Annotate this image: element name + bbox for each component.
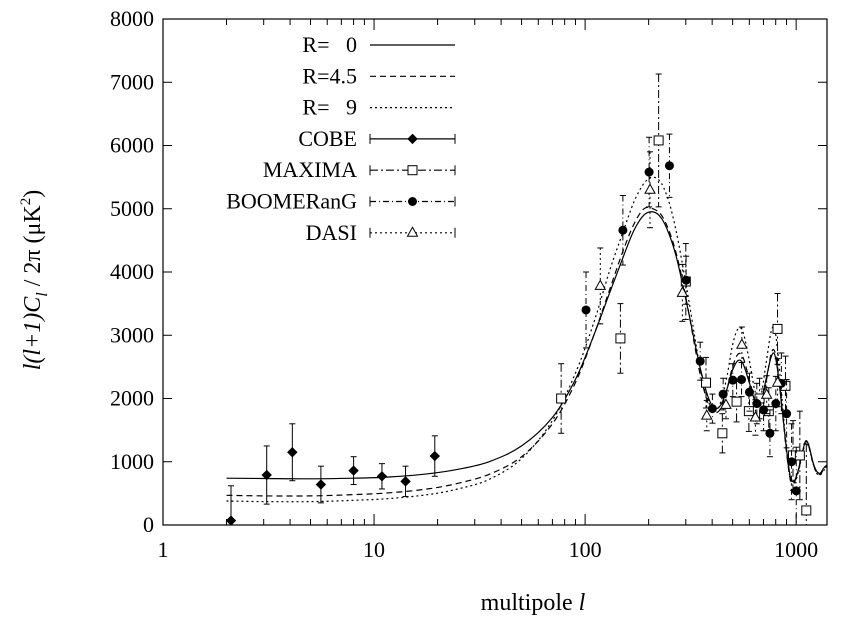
x-axis-title: multipole l (481, 590, 586, 616)
data-point-boomerang (682, 276, 691, 285)
legend-label: R= 9 (302, 95, 357, 120)
data-point-maxima (557, 394, 566, 403)
data-point-boomerang (645, 168, 654, 177)
y-tick-label: 2000 (110, 386, 154, 411)
data-point-boomerang (745, 388, 754, 397)
data-point-cobe (288, 448, 297, 457)
data-point-maxima (616, 334, 625, 343)
legend-label: R=4.5 (302, 63, 357, 88)
x-tick-label: 10 (363, 537, 385, 562)
y-tick-label: 0 (143, 512, 154, 537)
data-point-cobe (430, 452, 439, 461)
data-point-boomerang (737, 375, 746, 384)
legend: R= 0 R=4.5 R= 9 COBE MAXIMA BOOMERanG DASI (226, 32, 455, 245)
y-tick-label: 3000 (110, 322, 154, 347)
y-tick-label: 5000 (110, 196, 154, 221)
data-point-maxima (702, 378, 711, 387)
data-point-maxima (773, 324, 782, 333)
y-tick-label: 7000 (110, 69, 154, 94)
legend-label: BOOMERanG (226, 189, 357, 214)
model-curve-0 (227, 212, 828, 482)
legend-marker (408, 197, 417, 206)
data-point-boomerang (752, 399, 761, 408)
x-tick-label: 1000 (774, 537, 818, 562)
y-tick-label: 6000 (110, 133, 154, 158)
legend-marker (408, 227, 418, 236)
legend-label: MAXIMA (263, 157, 357, 182)
data-point-cobe (349, 466, 358, 475)
plot-frame-layer: 0 1000 2000 3000 4000 5000 6000 7000 8000 1 10 100 1… (110, 6, 827, 562)
data-point-dasi (737, 339, 747, 348)
x-tick-label: 100 (569, 537, 602, 562)
data-point-boomerang (728, 376, 737, 385)
y-tick-label: 1000 (110, 449, 154, 474)
y-axis-title: l(l+1)Cl / 2π (μK2) (18, 190, 51, 370)
data-point-cobe (227, 516, 236, 525)
x-tick-label: 1 (158, 537, 169, 562)
legend-label: R= 0 (302, 32, 357, 57)
legend-label: COBE (298, 126, 357, 151)
data-point-cobe (316, 480, 325, 489)
data-point-boomerang (787, 457, 796, 466)
data-point-cobe (401, 477, 410, 486)
data-point-boomerang (696, 357, 705, 366)
data-point-boomerang (582, 305, 591, 314)
legend-marker (408, 134, 417, 143)
y-tick-label: 4000 (110, 259, 154, 284)
legend-marker (408, 166, 417, 175)
data-point-maxima (732, 397, 741, 406)
data-point-maxima (654, 136, 663, 145)
data-point-maxima (718, 429, 727, 438)
data-point-dasi (595, 280, 605, 289)
data-point-boomerang (618, 226, 627, 235)
data-point-maxima (802, 506, 811, 515)
legend-label: DASI (306, 220, 357, 245)
data-point-boomerang (792, 486, 801, 495)
data-point-dasi (645, 184, 655, 193)
plot-frame (163, 19, 827, 525)
data-point-boomerang (765, 429, 774, 438)
y-tick-label: 8000 (110, 6, 154, 31)
data-point-cobe (377, 472, 386, 481)
data-point-boomerang (665, 161, 674, 170)
data-point-boomerang (782, 409, 791, 418)
data-point-boomerang (708, 404, 717, 413)
